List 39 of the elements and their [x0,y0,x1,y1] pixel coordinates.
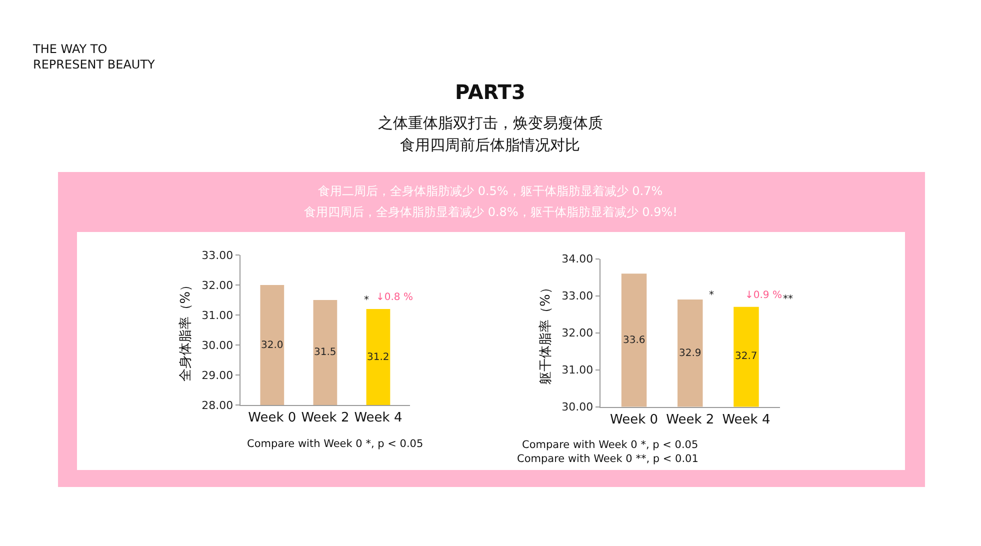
text: THE WAY TO REPRESENT BEAUTY [32,42,156,72]
text: PART3 [455,80,526,104]
y-tick-label: 32.00 [562,326,594,340]
y-tick-label: 28.00 [202,398,234,412]
y-tick-label: 31.00 [202,308,234,322]
x-tick-label: Week 4 [354,410,402,426]
y-tick-label: 30.00 [562,400,594,414]
data-label: 31.5 [314,347,336,358]
x-tick-label: Week 2 [666,412,714,428]
text: ** [783,294,793,305]
text: Compare with Week 0 *, p < 0.05 [247,438,424,450]
annotation: * [364,295,369,306]
x-tick-label: Week 0 [610,412,658,428]
data-label: 32.9 [679,348,702,359]
x-tick-label: Week 2 [301,410,350,426]
annotation: ↓0.8 % [376,292,413,303]
y-axis-title: 躯干体脂率（%） [538,281,554,384]
y-tick-label: 30.00 [202,338,234,352]
text: 之体重体脂双打击，焕变易瘦体质 [378,114,603,132]
data-label: 32.0 [261,340,284,351]
text: 食用二周后，全身体脂肪减少 0.5%，躯干体脂肪显着减少 0.7% [318,184,663,198]
data-label: 31.2 [367,352,390,363]
data-label: 33.6 [623,335,646,346]
y-tick-label: 34.00 [562,252,594,266]
y-tick-label: 33.00 [202,248,234,262]
annotation: ↓0.9 % [745,290,782,301]
y-tick-label: 33.00 [562,290,594,303]
y-tick-label: 29.00 [202,368,234,382]
annotation: * [709,290,714,301]
data-label: 32.7 [735,351,758,362]
text: Compare with Week 0 *, p < 0.05 [522,439,698,451]
text: 食用四周前后体脂情况对比 [400,136,580,154]
y-tick-label: 31.00 [562,364,594,377]
y-tick-label: 32.00 [202,278,234,292]
y-axis-title: 全身体脂率（%） [178,278,194,382]
x-tick-label: Week 0 [248,410,296,426]
x-tick-label: Week 4 [722,412,770,428]
text: 食用四周后，全身体脂肪显着减少 0.8%，躯干体脂肪显着减少 0.9%! [304,205,678,219]
text: Compare with Week 0 **, p < 0.01 [517,453,698,465]
